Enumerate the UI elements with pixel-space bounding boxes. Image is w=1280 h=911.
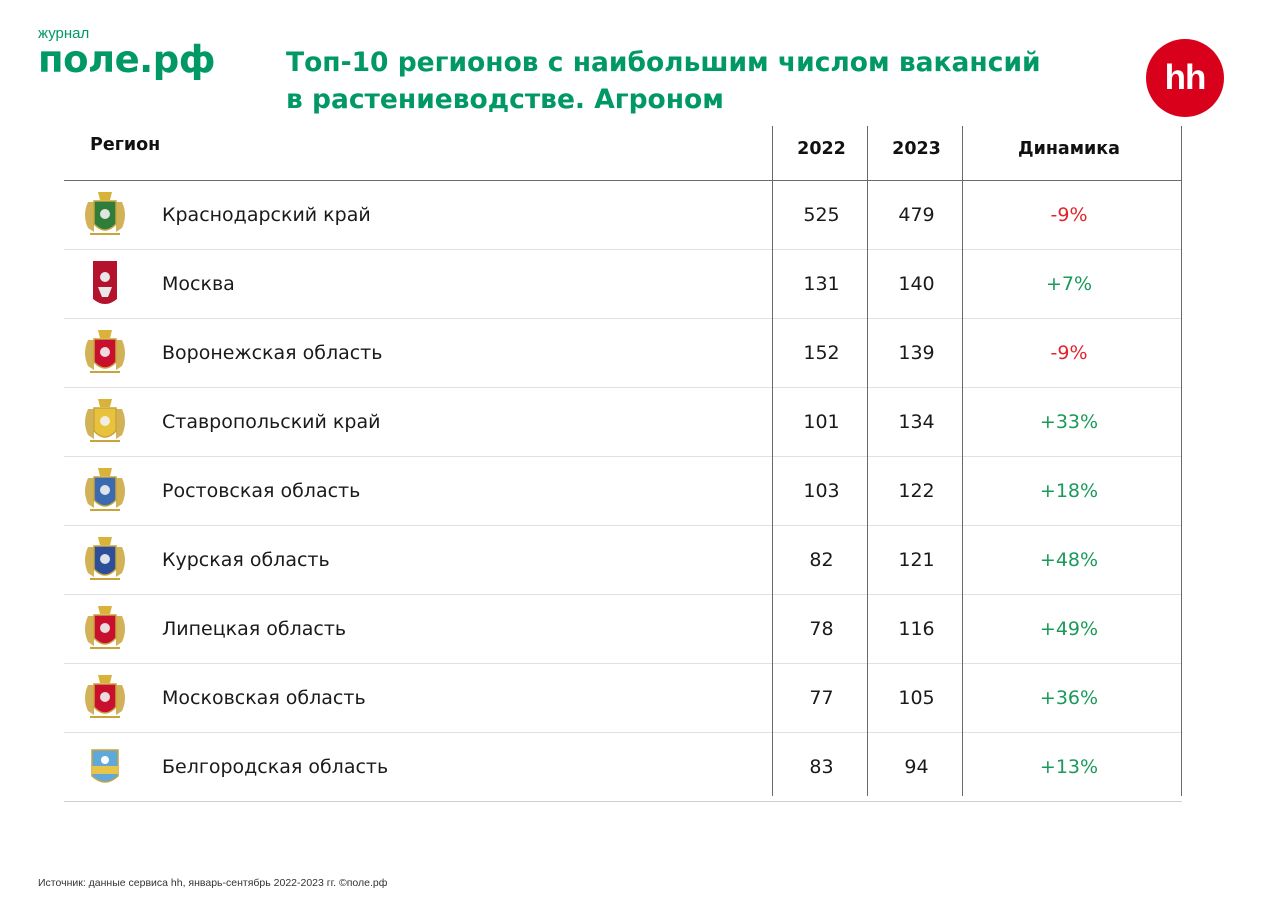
region-name: Ставропольский край <box>162 411 381 433</box>
kursk-oblast-emblem-icon <box>78 533 132 587</box>
title-line-2: в растениеводстве. Агроном <box>286 84 724 115</box>
value-2023: 121 <box>898 549 935 571</box>
value-2022: 103 <box>803 480 840 502</box>
chart-title: Топ-10 регионов с наибольшим числом вака… <box>286 44 1126 118</box>
value-2022: 78 <box>809 618 834 640</box>
krasnodar-krai-emblem-icon <box>78 188 132 242</box>
column-divider <box>867 126 868 796</box>
value-2022: 152 <box>803 342 840 364</box>
value-2023: 140 <box>898 273 935 295</box>
stavropol-krai-emblem-icon <box>78 395 132 449</box>
region-name: Липецкая область <box>162 618 347 640</box>
table-row: Липецкая область 78 116 +49% <box>64 595 1182 664</box>
logo-wordmark: поле.рф <box>38 38 215 81</box>
header-2023: 2023 <box>892 139 941 159</box>
region-name: Курская область <box>162 549 330 571</box>
value-2022: 131 <box>803 273 840 295</box>
region-name: Белгородская область <box>162 756 389 778</box>
table-row: Ставропольский край 101 134 +33% <box>64 388 1182 457</box>
table-row: Воронежская область 152 139 -9% <box>64 319 1182 388</box>
value-2023: 116 <box>898 618 935 640</box>
value-2022: 83 <box>809 756 834 778</box>
table-row: Курская область 82 121 +48% <box>64 526 1182 595</box>
value-2023: 105 <box>898 687 935 709</box>
dynamics-value: +33% <box>1039 411 1099 433</box>
region-name: Краснодарский край <box>162 204 371 226</box>
region-name: Воронежская область <box>162 342 383 364</box>
region-name: Московская область <box>162 687 366 709</box>
value-2023: 134 <box>898 411 935 433</box>
table-row: Ростовская область 103 122 +18% <box>64 457 1182 526</box>
value-2022: 77 <box>809 687 834 709</box>
moscow-oblast-emblem-icon <box>78 671 132 725</box>
header-2022: 2022 <box>797 139 846 159</box>
value-2022: 525 <box>803 204 840 226</box>
column-divider <box>1181 126 1182 796</box>
dynamics-value: +49% <box>1039 618 1099 640</box>
dynamics-value: +13% <box>1039 756 1099 778</box>
dynamics-value: +48% <box>1039 549 1099 571</box>
value-2023: 139 <box>898 342 935 364</box>
dynamics-value: +18% <box>1039 480 1099 502</box>
value-2023: 479 <box>898 204 935 226</box>
value-2022: 101 <box>803 411 840 433</box>
moscow-emblem-icon <box>78 257 132 311</box>
source-note: Источник: данные сервиса hh, январь-сент… <box>38 877 388 889</box>
dynamics-value: +7% <box>1045 273 1093 295</box>
logo-caption: журнал <box>38 25 90 42</box>
regions-table: Регион 2022 2023 Динамика Краснодарский … <box>64 126 1182 802</box>
belgorod-oblast-emblem-icon <box>78 740 132 794</box>
dynamics-value: -9% <box>1050 204 1088 226</box>
value-2023: 122 <box>898 480 935 502</box>
table-header: Регион 2022 2023 Динамика <box>64 126 1182 181</box>
dynamics-value: -9% <box>1050 342 1088 364</box>
hh-brand-badge: hh <box>1146 39 1224 117</box>
header-region: Регион <box>90 135 161 155</box>
table-row: Москва 131 140 +7% <box>64 250 1182 319</box>
voronezh-oblast-emblem-icon <box>78 326 132 380</box>
dynamics-value: +36% <box>1039 687 1099 709</box>
table-body: Краснодарский край 525 479 -9% Москва 131 140 +… <box>64 181 1182 802</box>
column-divider <box>772 126 773 796</box>
rostov-oblast-emblem-icon <box>78 464 132 518</box>
journal-logo: журнал поле.рф <box>38 26 215 79</box>
region-name: Ростовская область <box>162 480 361 502</box>
table-row: Белгородская область 83 94 +13% <box>64 733 1182 802</box>
column-divider <box>962 126 963 796</box>
value-2023: 94 <box>904 756 929 778</box>
title-line-1: Топ-10 регионов с наибольшим числом вака… <box>286 47 1041 78</box>
region-name: Москва <box>162 273 235 295</box>
lipetsk-oblast-emblem-icon <box>78 602 132 656</box>
table-row: Московская область 77 105 +36% <box>64 664 1182 733</box>
value-2022: 82 <box>809 549 834 571</box>
header-dynamics: Динамика <box>1017 139 1120 159</box>
table-row: Краснодарский край 525 479 -9% <box>64 181 1182 250</box>
